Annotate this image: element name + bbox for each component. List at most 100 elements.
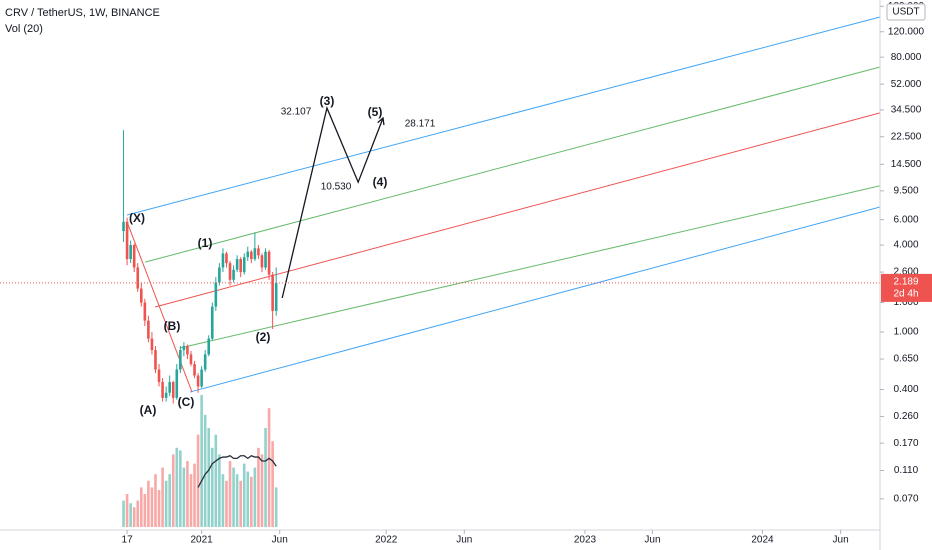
candle-body	[267, 251, 271, 275]
y-tick-label: 0.110	[894, 465, 919, 476]
volume-bar	[161, 467, 164, 527]
candle-body	[125, 221, 129, 260]
candle-body	[143, 302, 147, 321]
x-tick-label: 17	[122, 535, 134, 546]
volume-bar	[271, 441, 274, 527]
currency-label: USDT	[892, 7, 919, 18]
volume-bar	[154, 474, 157, 527]
candle-body	[203, 354, 207, 370]
x-tick-label: 2021	[191, 535, 214, 546]
price-annotation: 10.530	[321, 182, 352, 193]
volume-bar	[129, 503, 132, 527]
volume-bar	[218, 454, 221, 527]
candle-body	[139, 288, 143, 303]
volume-bar	[132, 507, 136, 527]
candle-body	[186, 346, 189, 355]
volume-bar	[196, 434, 200, 527]
candle-body	[232, 269, 235, 280]
volume-bar	[274, 487, 278, 527]
last-price-box	[881, 273, 932, 302]
volume-bar	[143, 494, 147, 527]
volume-bar	[264, 428, 267, 527]
currency-box	[886, 3, 926, 21]
x-tick-label: Jun	[833, 535, 849, 546]
volume-bar	[136, 500, 140, 527]
volume-bar	[175, 447, 179, 527]
volume-bar	[253, 467, 257, 527]
x-tick-label: 2023	[574, 535, 597, 546]
candle-body	[171, 382, 175, 398]
volume-bar	[210, 447, 214, 527]
candle-body	[136, 267, 140, 289]
candle-body	[122, 221, 125, 232]
x-tick-label: Jun	[456, 535, 472, 546]
pitchfork-line	[126, 16, 881, 216]
candle-body	[175, 369, 179, 398]
candle-body	[250, 251, 253, 260]
wave-label: (A)	[140, 403, 157, 417]
candle-body	[218, 267, 221, 283]
x-tick-label: Jun	[644, 535, 660, 546]
pitchfork-line	[154, 112, 881, 308]
candle-body	[154, 350, 157, 370]
volume-bar	[122, 500, 125, 527]
wave-label: (2)	[256, 330, 271, 344]
candle-body	[271, 274, 274, 311]
annotations: (X) (A) (B) (C) (1) (2) (3) (4) (5) 32.1…	[129, 94, 436, 417]
wave-label: (B)	[164, 319, 181, 333]
y-tick-label: 52.000	[891, 79, 922, 90]
candle-body	[214, 282, 218, 307]
price-annotation: 28.171	[405, 119, 436, 130]
wave-arrowhead	[377, 116, 385, 126]
candle-body	[147, 320, 150, 339]
candle-body	[242, 257, 246, 273]
y-tick-label: 4.000	[893, 240, 918, 251]
volume-bar	[171, 454, 175, 527]
y-tick-label: 1.600	[893, 297, 918, 308]
y-tick-label: 14.500	[891, 159, 922, 170]
x-tick-label: 2024	[751, 535, 774, 546]
wave-label: (3)	[320, 94, 335, 108]
pitchfork-line	[126, 221, 193, 393]
candle-body	[196, 375, 200, 387]
volume-bar	[203, 414, 207, 527]
volume-bar	[242, 463, 246, 527]
volume-bar	[207, 428, 211, 527]
candle-body	[246, 251, 250, 258]
price-annotation: 32.107	[281, 107, 312, 118]
candle-body	[221, 253, 225, 268]
y-tick-label: 6.000	[893, 214, 918, 225]
volume-bar	[235, 474, 239, 527]
y-tick-label: 9.500	[893, 185, 918, 196]
volume-ma-line	[197, 454, 277, 488]
volume-bar	[182, 467, 186, 527]
volume-bar	[157, 490, 161, 527]
y-tick-label: 120.000	[888, 26, 925, 37]
candle-body	[257, 248, 260, 256]
plot	[0, 16, 881, 527]
volume-bar	[221, 474, 225, 527]
indicator-label: Vol (20)	[5, 23, 43, 35]
candle-body	[189, 354, 193, 365]
pitchfork-line	[189, 206, 881, 393]
candle-body	[253, 248, 257, 260]
y-tick-label: 0.260	[893, 411, 918, 422]
volume-bar	[179, 450, 182, 527]
candle-body	[228, 263, 232, 280]
candle-body	[274, 282, 278, 311]
volume-bar	[250, 476, 253, 527]
volume-bar	[193, 463, 196, 527]
wave-path	[281, 105, 384, 299]
y-tick-label: 0.400	[893, 384, 918, 395]
y-tick-label: 0.170	[893, 438, 918, 449]
volume-bar	[214, 434, 218, 527]
wave-label: (X)	[129, 211, 145, 225]
volume-bar	[139, 487, 143, 527]
volume-bar	[246, 471, 250, 527]
pitchfork-line	[145, 66, 881, 263]
candle-body	[150, 338, 154, 351]
volume-bar	[232, 467, 235, 527]
x-tick-label: Jun	[272, 535, 288, 546]
candle-body	[225, 253, 228, 264]
